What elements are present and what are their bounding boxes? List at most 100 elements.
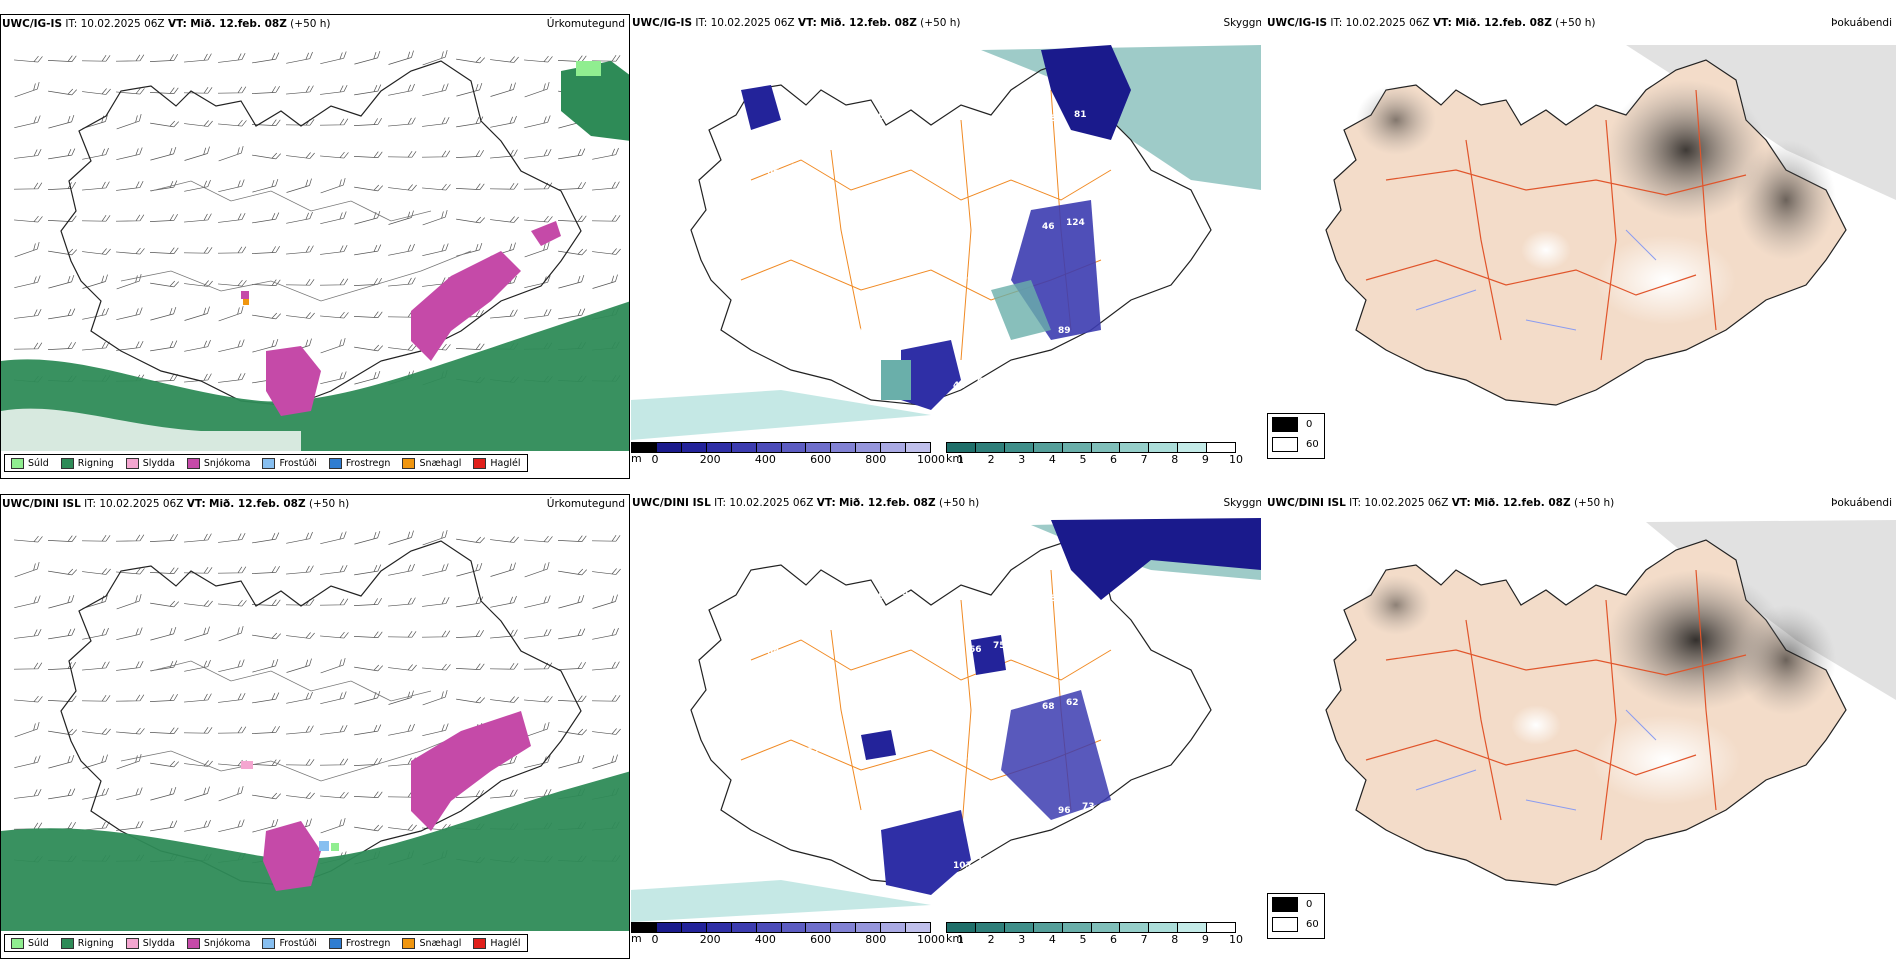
wind-barb [218, 146, 244, 162]
visibility-colorbar-scale [946, 442, 1236, 453]
roads [1365, 89, 1747, 361]
wind-barb [82, 754, 108, 769]
wind-barb [557, 55, 587, 62]
panel-header: UWC/DINI ISL IT: 10.02.2025 06Z VT: Mið.… [2, 498, 350, 510]
value-label: 68 [1042, 702, 1055, 712]
wind-barb [558, 754, 585, 769]
wind-barb [252, 178, 279, 193]
value-label: 73 [1082, 802, 1095, 812]
wind-barb [455, 663, 485, 670]
wind-barb [592, 147, 619, 160]
wind-barb [149, 53, 178, 62]
colorbar-tick: 6 [1110, 933, 1118, 946]
wind-barb [388, 344, 417, 351]
panel-title: Skyggni [1223, 17, 1262, 29]
wind-barb [184, 146, 210, 161]
colorbar-tick: 10 [1229, 933, 1243, 946]
wind-barb [286, 792, 315, 799]
wind-barb [354, 84, 382, 96]
colorbar-tick: 200 [699, 453, 721, 466]
wind-barb [558, 248, 587, 256]
wind-barb [557, 661, 586, 670]
colorbar-step [706, 443, 732, 452]
wind-barb [150, 146, 177, 161]
wind-barb [286, 85, 314, 95]
ceiling-unit: m [631, 932, 642, 945]
value-label: 105 [775, 379, 794, 389]
roads [150, 180, 432, 222]
wind-barb [14, 695, 43, 703]
colorbar-step [1178, 443, 1208, 452]
wind-barb [150, 600, 179, 608]
legend-label: Rigning [77, 457, 114, 469]
wind-barb [48, 754, 75, 769]
wind-barb [320, 818, 346, 834]
wind-barb [557, 181, 586, 190]
value-label: 208 [848, 116, 867, 126]
wind-barb [218, 599, 247, 607]
wind-barb [14, 115, 41, 129]
wind-barb [82, 307, 109, 320]
wind-barb [218, 786, 244, 802]
value-label: 96 [1058, 806, 1071, 816]
model-name: UWC/DINI ISL [2, 498, 81, 510]
wind-barb [286, 312, 315, 319]
wind-barb [524, 148, 552, 159]
wind-barb [184, 626, 210, 641]
low-ceiling-area-south [881, 810, 971, 895]
wind-barb [490, 82, 516, 97]
wind-barb [387, 631, 417, 638]
value-label: 128 [864, 220, 883, 230]
wind-barb [558, 594, 585, 609]
colorbar-tick: 0 [651, 453, 659, 466]
wind-barb [490, 56, 519, 63]
value-label: 87 [1050, 594, 1063, 604]
wind-barb [82, 181, 110, 191]
legend-item: Frostúði [262, 457, 317, 469]
colorbar-step [806, 443, 832, 452]
colorbar-step [1149, 923, 1179, 932]
wind-barb [116, 114, 142, 130]
wind-barb [218, 119, 247, 127]
colorbar-step [756, 443, 782, 452]
lead-time: (+50 h) [920, 17, 961, 29]
legend-swatch [328, 457, 342, 469]
wind-barb [184, 533, 212, 543]
panel-visibility-bottom: UWC/DINI ISL IT: 10.02.2025 06Z VT: Mið.… [631, 494, 1261, 959]
panel-header: UWC/IG-IS IT: 10.02.2025 06Z VT: Mið. 12… [2, 18, 331, 30]
colorbar-step [781, 923, 807, 932]
colorbar-step [856, 443, 882, 452]
legend-label: Snjókoma [203, 457, 251, 469]
wind-barb [286, 211, 313, 224]
wind-barb [218, 212, 246, 223]
wind-barb [489, 183, 519, 190]
wind-barb [81, 55, 111, 62]
wind-barb [286, 691, 313, 704]
wind-barb [183, 87, 213, 94]
colorbar-step [831, 923, 857, 932]
wind-barb [592, 754, 618, 769]
value-label: 172 [751, 63, 770, 73]
wind-barb [320, 211, 347, 225]
colorbar-step [756, 923, 782, 932]
colorbar-tick: 7 [1140, 933, 1148, 946]
ceiling-colorbar-scale [631, 922, 931, 933]
wind-barb [218, 52, 246, 63]
wind-barb [455, 789, 484, 798]
wind-barb [48, 628, 76, 640]
wind-barb [184, 373, 212, 383]
wind-barb [557, 695, 587, 702]
colorbar-tick: 3 [1018, 453, 1026, 466]
wind-barb [14, 55, 43, 63]
legend-swatch [402, 457, 416, 469]
legend-label: Haglél [490, 937, 521, 949]
wind-barb [218, 339, 245, 353]
wind-barb [217, 246, 247, 254]
wind-barb [422, 663, 451, 671]
wind-barb [319, 278, 349, 286]
legend-item: Frostúði [262, 937, 317, 949]
wind-barb [150, 306, 177, 321]
colorbar-tick: 2 [987, 933, 995, 946]
wind-barb [252, 818, 279, 833]
wind-barb [149, 693, 178, 702]
